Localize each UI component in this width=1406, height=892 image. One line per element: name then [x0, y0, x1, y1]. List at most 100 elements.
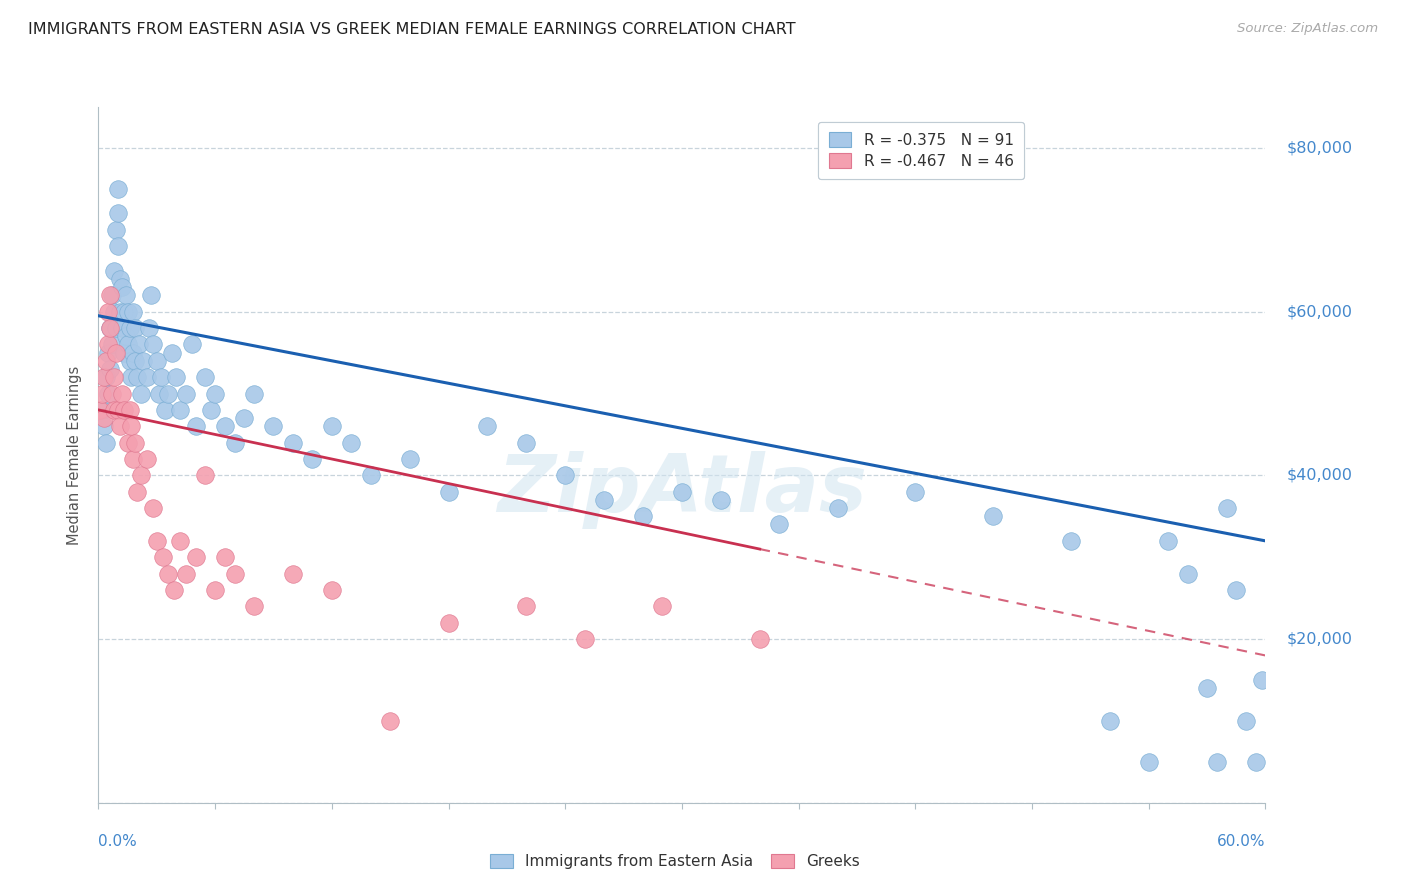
- Point: [96, 353, 118, 368]
- Point: [103, 264, 125, 278]
- Point: [129, 468, 152, 483]
- Point: [132, 353, 155, 368]
- Point: [104, 321, 127, 335]
- Point: [321, 582, 343, 597]
- Point: [152, 550, 174, 565]
- Point: [107, 239, 129, 253]
- Point: [1060, 533, 1083, 548]
- Point: [174, 566, 197, 581]
- Text: IMMIGRANTS FROM EASTERN ASIA VS GREEK MEDIAN FEMALE EARNINGS CORRELATION CHART: IMMIGRANTS FROM EASTERN ASIA VS GREEK ME…: [28, 22, 796, 37]
- Point: [96, 370, 118, 384]
- Point: [122, 452, 145, 467]
- Point: [96, 435, 118, 450]
- Point: [117, 337, 139, 351]
- Point: [233, 411, 256, 425]
- Point: [477, 419, 499, 434]
- Point: [118, 353, 141, 368]
- Point: [281, 566, 304, 581]
- Text: $60,000: $60,000: [1286, 304, 1353, 319]
- Point: [142, 501, 165, 516]
- Point: [97, 337, 120, 351]
- Point: [111, 321, 134, 335]
- Text: 0.0%: 0.0%: [98, 834, 138, 849]
- Point: [200, 403, 222, 417]
- Point: [157, 566, 180, 581]
- Point: [204, 582, 226, 597]
- Point: [136, 452, 159, 467]
- Point: [1244, 755, 1267, 769]
- Point: [184, 419, 207, 434]
- Point: [768, 517, 790, 532]
- Point: [163, 582, 186, 597]
- Point: [98, 362, 121, 376]
- Point: [118, 321, 141, 335]
- Point: [129, 386, 152, 401]
- Point: [671, 484, 693, 499]
- Point: [1195, 681, 1218, 696]
- Point: [122, 304, 145, 318]
- Point: [89, 403, 111, 417]
- Legend: Immigrants from Eastern Asia, Greeks: Immigrants from Eastern Asia, Greeks: [484, 847, 866, 875]
- Point: [224, 566, 246, 581]
- Point: [748, 632, 770, 646]
- Point: [574, 632, 596, 646]
- Point: [138, 321, 160, 335]
- Text: ZipAtlas: ZipAtlas: [496, 450, 868, 529]
- Point: [437, 484, 460, 499]
- Point: [97, 345, 120, 359]
- Point: [121, 370, 143, 384]
- Point: [631, 509, 654, 524]
- Point: [103, 370, 125, 384]
- Point: [243, 386, 266, 401]
- Point: [98, 288, 121, 302]
- Point: [98, 321, 121, 335]
- Point: [1177, 566, 1199, 581]
- Point: [112, 304, 135, 318]
- Point: [114, 288, 136, 302]
- Point: [360, 468, 382, 483]
- Point: [103, 403, 125, 417]
- Point: [214, 419, 236, 434]
- Point: [97, 386, 120, 401]
- Point: [827, 501, 849, 516]
- Point: [162, 345, 184, 359]
- Point: [904, 484, 927, 499]
- Point: [128, 337, 150, 351]
- Point: [111, 280, 134, 294]
- Point: [281, 435, 304, 450]
- Point: [148, 386, 170, 401]
- Point: [117, 304, 139, 318]
- Point: [117, 435, 139, 450]
- Point: [107, 182, 129, 196]
- Point: [651, 599, 673, 614]
- Point: [180, 337, 202, 351]
- Point: [107, 206, 129, 220]
- Point: [112, 403, 135, 417]
- Legend: R = -0.375   N = 91, R = -0.467   N = 46: R = -0.375 N = 91, R = -0.467 N = 46: [818, 121, 1025, 179]
- Point: [122, 345, 145, 359]
- Point: [169, 533, 191, 548]
- Point: [136, 370, 159, 384]
- Point: [111, 386, 134, 401]
- Point: [1098, 714, 1121, 728]
- Point: [437, 615, 460, 630]
- Point: [1250, 673, 1272, 687]
- Point: [101, 288, 124, 302]
- Point: [981, 509, 1004, 524]
- Point: [1157, 533, 1180, 548]
- Point: [1234, 714, 1257, 728]
- Point: [146, 353, 169, 368]
- Point: [710, 492, 733, 507]
- Point: [194, 468, 217, 483]
- Point: [104, 223, 127, 237]
- Text: $40,000: $40,000: [1286, 468, 1353, 483]
- Point: [142, 337, 165, 351]
- Point: [224, 435, 246, 450]
- Text: $80,000: $80,000: [1286, 140, 1353, 155]
- Point: [101, 337, 124, 351]
- Text: $20,000: $20,000: [1286, 632, 1353, 647]
- Point: [398, 452, 420, 467]
- Point: [127, 370, 149, 384]
- Point: [1137, 755, 1160, 769]
- Point: [214, 550, 236, 565]
